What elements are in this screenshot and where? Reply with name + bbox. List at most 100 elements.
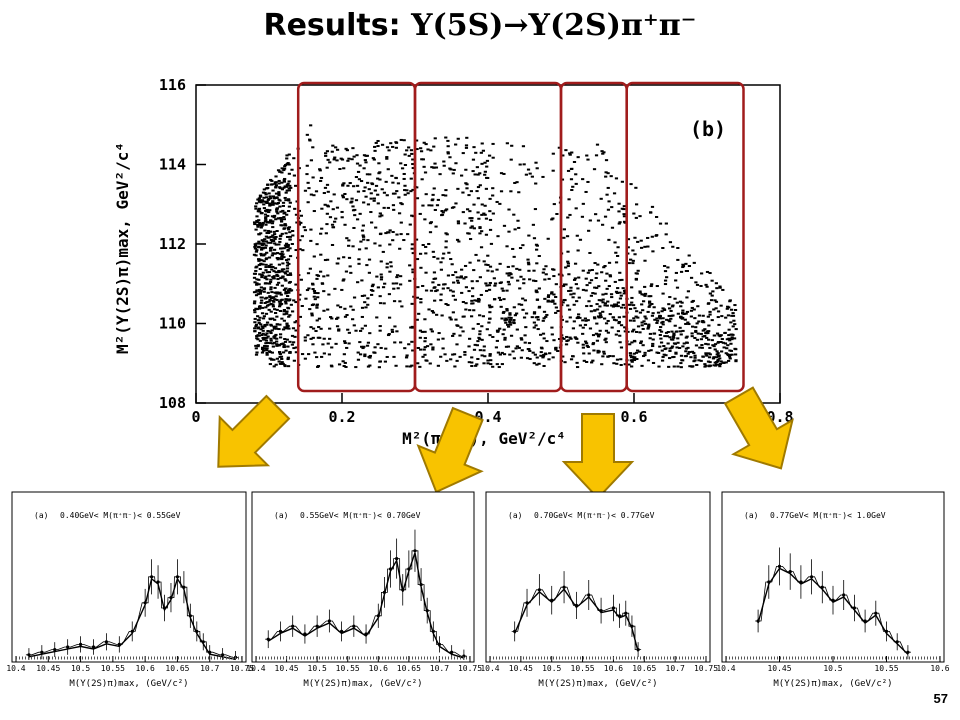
scatter-point (299, 214, 304, 217)
scatter-point (315, 306, 319, 309)
scatter-point (603, 317, 607, 320)
scatter-point (603, 304, 607, 307)
scatter-point (693, 354, 697, 357)
scatter-point (643, 294, 647, 297)
scatter-point (322, 337, 326, 340)
scatter-point (256, 327, 260, 330)
scatter-point (402, 172, 406, 175)
scatter-point (259, 254, 264, 257)
scatter-point (278, 355, 282, 358)
hist-x-tick-label: 10.75 (694, 664, 718, 673)
scatter-point (653, 318, 657, 321)
scatter-point (253, 330, 257, 333)
scatter-point (498, 353, 502, 356)
scatter-point (703, 363, 707, 366)
scatter-point (475, 166, 479, 169)
scatter-point (731, 333, 735, 336)
scatter-point (490, 270, 494, 273)
scatter-point (259, 248, 264, 251)
scatter-point (695, 283, 700, 286)
histogram-selection: 0.40GeV< M(π⁺π⁻)< 0.55GeV (60, 511, 181, 520)
scatter-point (291, 229, 295, 232)
scatter-point (373, 189, 377, 192)
scatter-point (465, 208, 470, 211)
scatter-point (485, 165, 489, 168)
scatter-point (277, 192, 281, 195)
scatter-point (342, 278, 346, 281)
scatter-point (432, 271, 437, 274)
scatter-point (532, 326, 536, 329)
scatter-point (330, 223, 335, 226)
scatter-point (502, 328, 506, 331)
scatter-point (679, 354, 684, 357)
scatter-point (708, 292, 712, 295)
scatter-point (255, 335, 259, 338)
scatter-point (507, 283, 511, 286)
scatter-point (697, 359, 701, 362)
scatter-point (720, 338, 724, 341)
data-point (777, 564, 782, 569)
scatter-point (259, 328, 263, 331)
scatter-point (630, 296, 634, 299)
scatter-point (276, 202, 280, 205)
scatter-point (270, 358, 274, 361)
scatter-point (261, 327, 265, 330)
data-point (413, 549, 417, 553)
scatter-point (698, 346, 702, 349)
scatter-point (371, 157, 375, 160)
scatter-point (279, 224, 283, 227)
scatter-point (267, 221, 272, 224)
scatter-point (284, 259, 289, 262)
scatter-point (429, 343, 433, 346)
scatter-point (569, 168, 574, 171)
scatter-point (476, 197, 480, 200)
scatter-point (569, 293, 573, 296)
scatter-point (681, 264, 686, 267)
hist-x-tick-label: 10.5 (71, 664, 90, 673)
scatter-point (631, 259, 635, 262)
scatter-point (366, 365, 371, 368)
page-number: 57 (933, 691, 948, 706)
scatter-point (648, 337, 652, 340)
scatter-point (264, 312, 269, 315)
scatter-point (594, 277, 598, 280)
arrows (217, 386, 794, 500)
scatter-point (275, 315, 279, 318)
scatter-point (704, 332, 708, 335)
scatter-point (270, 179, 274, 182)
scatter-point (554, 306, 558, 309)
scatter-point (281, 262, 285, 265)
scatter-point (348, 182, 352, 185)
scatter-point (499, 172, 504, 175)
scatter-point (282, 218, 286, 221)
scatter-point (585, 344, 589, 347)
scatter-point (322, 352, 326, 355)
scatter-point (371, 283, 375, 286)
scatter-point (651, 345, 655, 348)
scatter-point (323, 259, 328, 262)
scatter-point (610, 206, 614, 209)
scatter-point (284, 327, 288, 330)
scatter-point (277, 328, 281, 331)
scatter-point (649, 211, 653, 214)
scatter-point (271, 201, 275, 204)
scatter-point (681, 311, 685, 314)
scatter-point (444, 302, 448, 305)
scatter-point (259, 273, 264, 276)
scatter-point (354, 176, 359, 179)
scatter-point (564, 283, 568, 286)
scatter-point (461, 300, 465, 303)
scatter-point (343, 192, 347, 195)
scatter-point (681, 329, 685, 332)
scatter-point (424, 252, 428, 255)
scatter-point (335, 148, 340, 151)
scatter-point (257, 288, 262, 291)
scatter-point (463, 264, 468, 267)
scatter-point (484, 217, 489, 220)
scatter-point (331, 208, 335, 211)
scatter-point (686, 352, 690, 355)
scatter-point (521, 244, 525, 247)
scatter-point (687, 254, 691, 257)
scatter-point (627, 363, 631, 366)
scatter-point (292, 341, 296, 344)
